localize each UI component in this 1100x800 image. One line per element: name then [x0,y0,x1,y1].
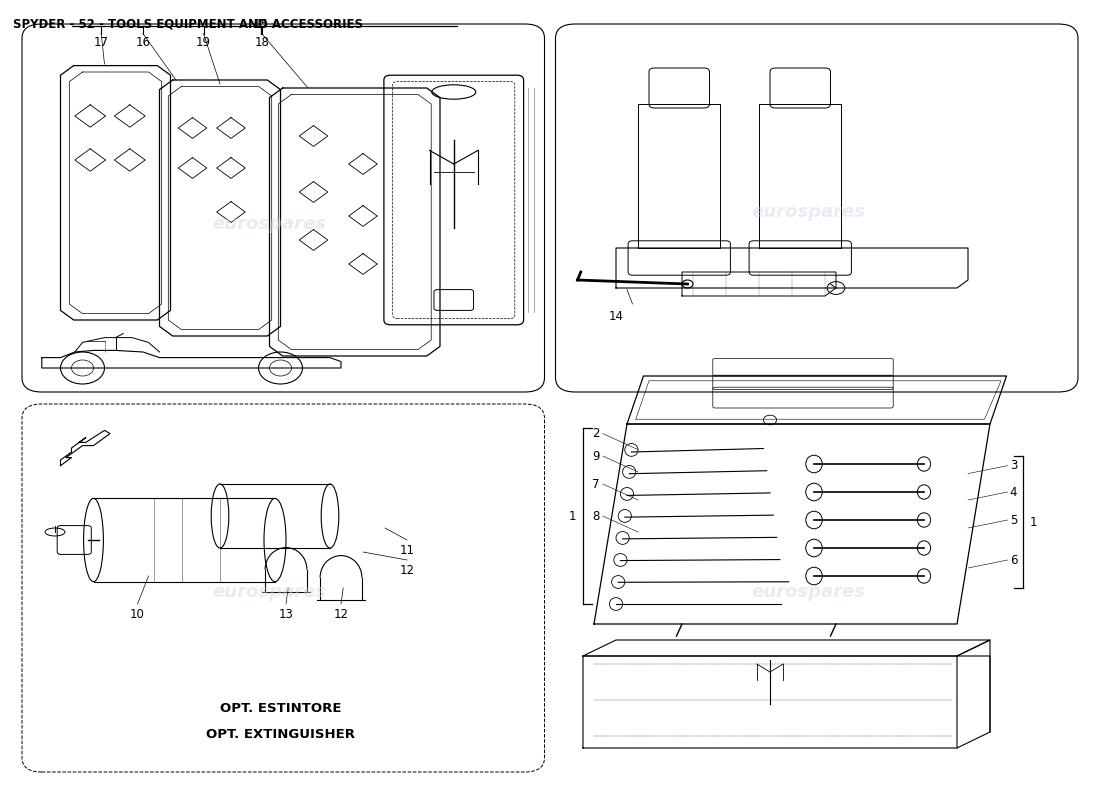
Text: 14: 14 [608,310,624,322]
Text: 1: 1 [1030,515,1037,529]
Text: 10: 10 [130,608,145,621]
Text: OPT. EXTINGUISHER: OPT. EXTINGUISHER [206,728,355,741]
Text: SPYDER - 52 - TOOLS EQUIPMENT AND ACCESSORIES: SPYDER - 52 - TOOLS EQUIPMENT AND ACCESS… [13,18,363,30]
Text: 3: 3 [1010,459,1018,472]
Ellipse shape [264,498,286,582]
Ellipse shape [431,85,475,99]
Text: 15: 15 [253,18,268,30]
Text: eurospares: eurospares [212,215,327,233]
Text: eurospares: eurospares [212,583,327,601]
Text: eurospares: eurospares [751,203,866,221]
Text: 4: 4 [1010,486,1018,498]
Text: 6: 6 [1010,554,1018,566]
Text: 9: 9 [592,450,600,462]
Text: 13: 13 [278,608,294,621]
Ellipse shape [211,484,229,548]
Text: 16: 16 [135,36,151,49]
Text: OPT. ESTINTORE: OPT. ESTINTORE [220,702,341,714]
Text: 12: 12 [399,564,415,577]
Text: 7: 7 [592,478,600,490]
Ellipse shape [84,498,103,582]
Text: 18: 18 [254,36,270,49]
Text: 17: 17 [94,36,109,49]
Text: 11: 11 [399,544,415,557]
Text: 2: 2 [592,427,600,440]
Text: 5: 5 [1010,514,1018,526]
Text: 1: 1 [569,510,576,522]
Text: 8: 8 [592,510,600,522]
Text: 12: 12 [333,608,349,621]
Text: 19: 19 [196,36,211,49]
Text: eurospares: eurospares [751,583,866,601]
